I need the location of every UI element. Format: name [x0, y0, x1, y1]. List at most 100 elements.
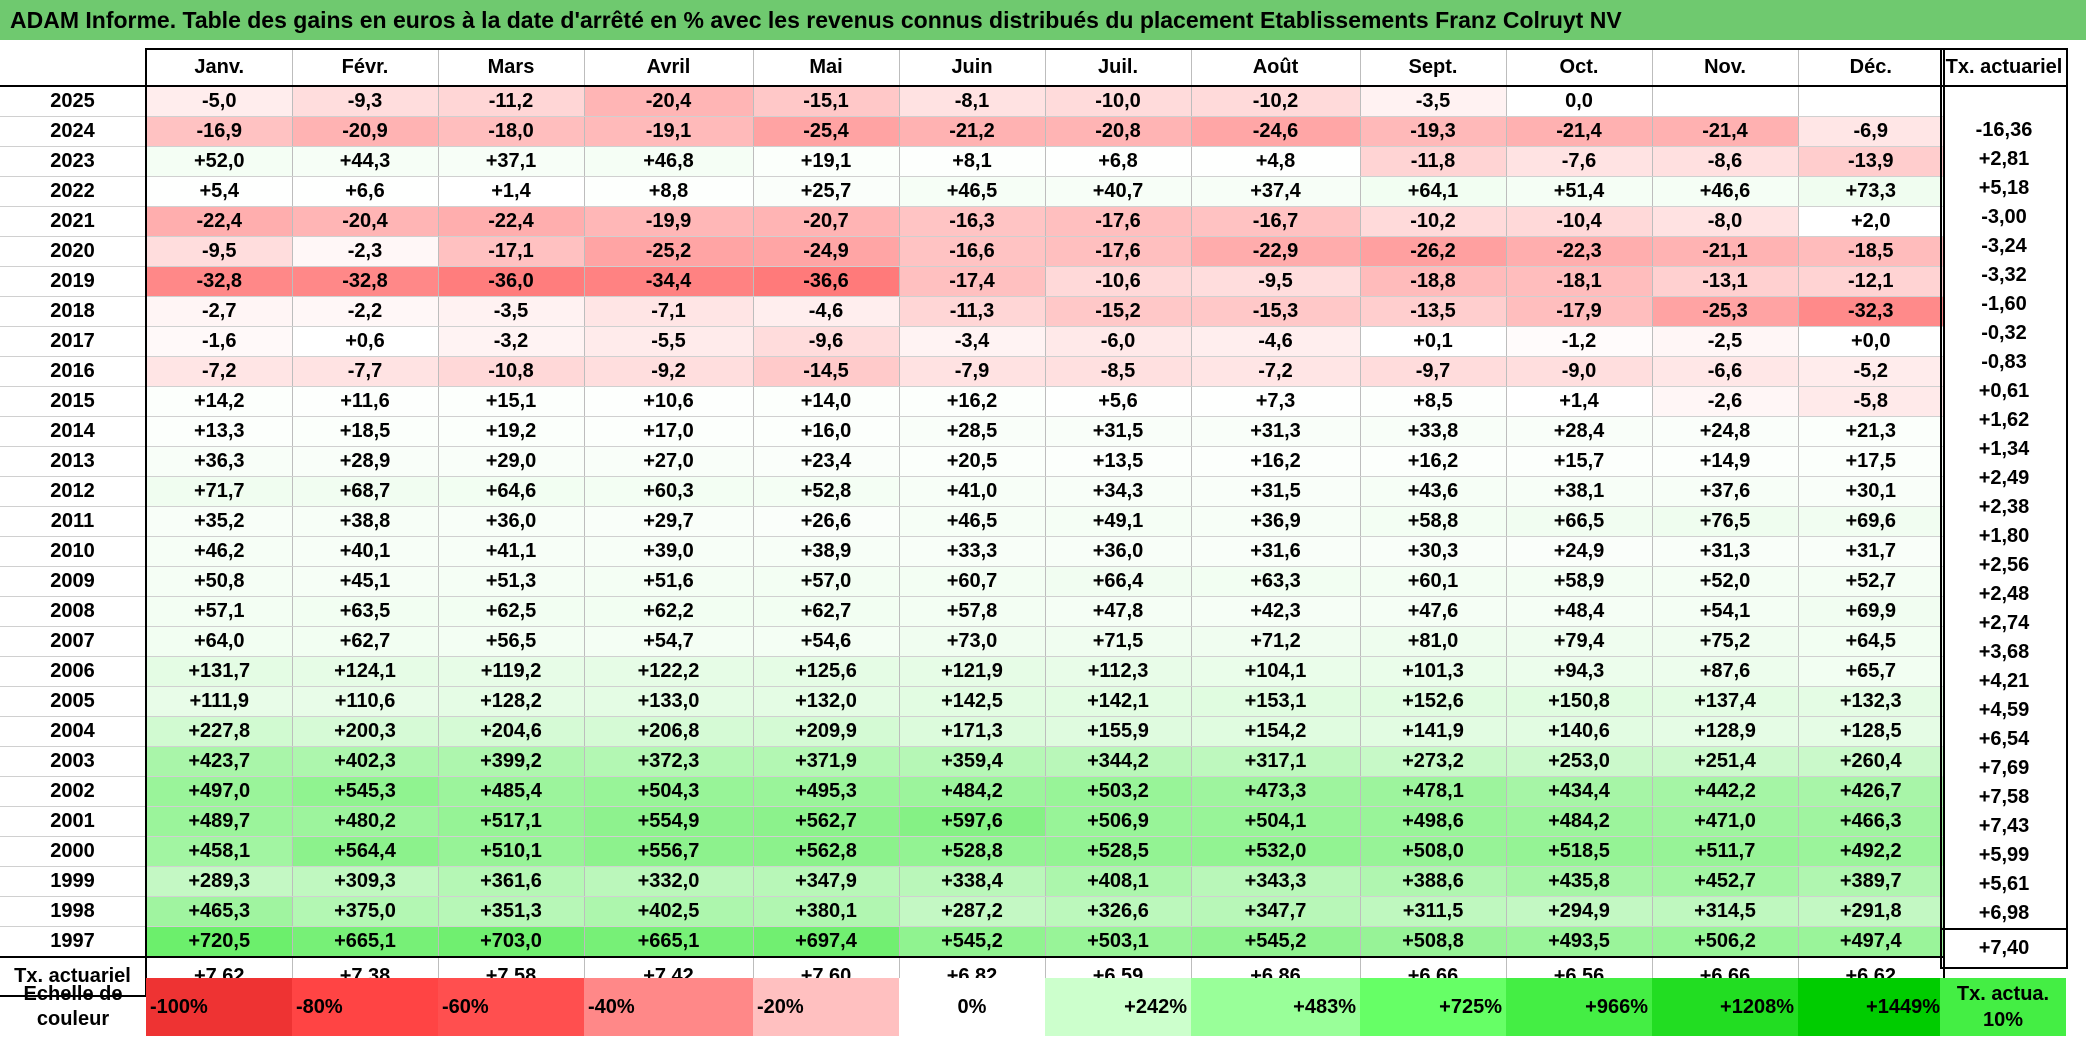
heat-cell: +57,8 — [899, 596, 1046, 627]
year-row: 2008 +57,1 +63,5 +62,5 +62,2 +62,7 +57,8 +47,8 +… — [0, 596, 1945, 627]
heat-cell: +347,9 — [753, 866, 900, 897]
heat-cell: +388,6 — [1360, 866, 1507, 897]
heat-cell: +402,3 — [292, 746, 439, 777]
heat-cell: +508,0 — [1360, 836, 1507, 867]
heat-cell: -17,4 — [899, 266, 1046, 297]
year-label: 2022 — [0, 176, 147, 207]
heat-cell: -25,4 — [753, 116, 900, 147]
scale-swatch: -100% — [146, 978, 292, 1036]
column-header: Sept. — [1360, 48, 1507, 87]
heat-cell: +31,5 — [1045, 416, 1192, 447]
heat-cell: +27,0 — [584, 446, 754, 477]
scale-swatch: -60% — [438, 978, 584, 1036]
year-row: 2018 -2,7 -2,2 -3,5 -7,1 -4,6 -11,3 -15,2 -15,3-… — [0, 296, 1945, 327]
year-row: 2017 -1,6 +0,6 -3,2 -5,5 -9,6 -3,4 -6,0 -4,6 +0,1… — [0, 326, 1945, 357]
heat-cell: +48,4 — [1506, 596, 1653, 627]
heat-cell: +495,3 — [753, 776, 900, 807]
heat-cell: -10,0 — [1045, 86, 1192, 117]
rate-cell: +2,38 — [1940, 493, 2068, 522]
heat-cell: +287,2 — [899, 896, 1046, 927]
heat-cell: -24,6 — [1191, 116, 1361, 147]
rate-cell — [1940, 86, 2068, 116]
heat-cell: +478,1 — [1360, 776, 1507, 807]
heat-cell: +46,2 — [146, 536, 293, 567]
heat-cell: +484,2 — [1506, 806, 1653, 837]
heat-cell: -8,6 — [1652, 146, 1799, 177]
heat-cell: +52,0 — [1652, 566, 1799, 597]
heat-cell: +273,2 — [1360, 746, 1507, 777]
scale-swatch: -20% — [753, 978, 899, 1036]
rate-row: -0,83 — [1940, 348, 2068, 377]
rate-row: -1,60 — [1940, 290, 2068, 319]
year-label: 2010 — [0, 536, 147, 567]
heat-cell: +52,8 — [753, 476, 900, 507]
heat-cell: +57,1 — [146, 596, 293, 627]
color-scale: -100% -80% -60% -40% -20% 0% +242% +483% +725% +9… — [146, 978, 1944, 1036]
heat-cell: +31,6 — [1191, 536, 1361, 567]
heat-cell: -3,5 — [1360, 86, 1507, 117]
heat-cell: +58,9 — [1506, 566, 1653, 597]
heat-cell: -2,6 — [1652, 386, 1799, 417]
heat-cell: +19,1 — [753, 146, 900, 177]
heat-cell: +554,9 — [584, 806, 754, 837]
year-row: 2000 +458,1 +564,4 +510,1 +556,7 +562,8 +528,8… — [0, 836, 1945, 867]
year-row: 2023 +52,0 +44,3 +37,1 +46,8 +19,1 +8,1 +6,8 +4,… — [0, 146, 1945, 177]
heat-cell: +54,1 — [1652, 596, 1799, 627]
heat-cell: +209,9 — [753, 716, 900, 747]
heat-cell: +0,6 — [292, 326, 439, 357]
heat-cell: +314,5 — [1652, 896, 1799, 927]
heat-cell: -2,3 — [292, 236, 439, 267]
year-label: 2021 — [0, 206, 147, 237]
heat-cell: -22,4 — [438, 206, 585, 237]
heat-cell: +142,1 — [1045, 686, 1192, 717]
heat-cell: 0,0 — [1506, 86, 1653, 117]
heat-cell: +720,5 — [146, 926, 293, 958]
heat-cell: +31,5 — [1191, 476, 1361, 507]
rate-row: +4,59 — [1940, 696, 2068, 725]
heat-cell: +473,3 — [1191, 776, 1361, 807]
heat-cell: +36,3 — [146, 446, 293, 477]
heat-cell: +452,7 — [1652, 866, 1799, 897]
heat-cell: +47,6 — [1360, 596, 1507, 627]
heat-cell: -10,2 — [1360, 206, 1507, 237]
heat-cell: -6,6 — [1652, 356, 1799, 387]
overall-rate-cell: +7,40 — [1940, 929, 2068, 969]
rate-row: +6,54 — [1940, 725, 2068, 754]
heat-cell: +171,3 — [899, 716, 1046, 747]
heat-cell: -19,9 — [584, 206, 754, 237]
year-label: 1998 — [0, 896, 147, 927]
year-row: 2001 +489,7 +480,2 +517,1 +554,9 +562,7 +597,6… — [0, 806, 1945, 837]
heat-cell: +309,3 — [292, 866, 439, 897]
scale-swatch: 0% — [899, 978, 1045, 1036]
year-row: 2011 +35,2 +38,8 +36,0 +29,7 +26,6 +46,5 +49,1 +… — [0, 506, 1945, 537]
year-label: 2007 — [0, 626, 147, 657]
heat-cell: +37,4 — [1191, 176, 1361, 207]
heat-cell: +36,0 — [438, 506, 585, 537]
column-header: Juin — [899, 48, 1046, 87]
heat-cell: +64,5 — [1798, 626, 1945, 657]
heat-cell: +28,9 — [292, 446, 439, 477]
heat-cell: +562,7 — [753, 806, 900, 837]
heat-cell: -3,4 — [899, 326, 1046, 357]
side-header-row: Tx. actuariel — [1940, 48, 2068, 87]
heat-cell: -22,4 — [146, 206, 293, 237]
heat-cell: +506,2 — [1652, 926, 1799, 958]
rate-cell: -0,83 — [1940, 348, 2068, 377]
heat-cell: -9,7 — [1360, 356, 1507, 387]
heat-cell: +46,8 — [584, 146, 754, 177]
heat-cell: +511,7 — [1652, 836, 1799, 867]
heat-cell: -15,1 — [753, 86, 900, 117]
heat-cell: +485,4 — [438, 776, 585, 807]
heat-cell: +2,0 — [1798, 206, 1945, 237]
heat-cell: +17,0 — [584, 416, 754, 447]
heat-cell: +408,1 — [1045, 866, 1192, 897]
heat-cell: +51,4 — [1506, 176, 1653, 207]
heat-cell: +0,1 — [1360, 326, 1507, 357]
heat-cell: +150,8 — [1506, 686, 1653, 717]
year-label: 2014 — [0, 416, 147, 447]
heat-cell: +42,3 — [1191, 596, 1361, 627]
heat-cell: +41,0 — [899, 476, 1046, 507]
heat-cell: -36,6 — [753, 266, 900, 297]
corner-cell — [0, 49, 147, 87]
heat-cell: -16,3 — [899, 206, 1046, 237]
